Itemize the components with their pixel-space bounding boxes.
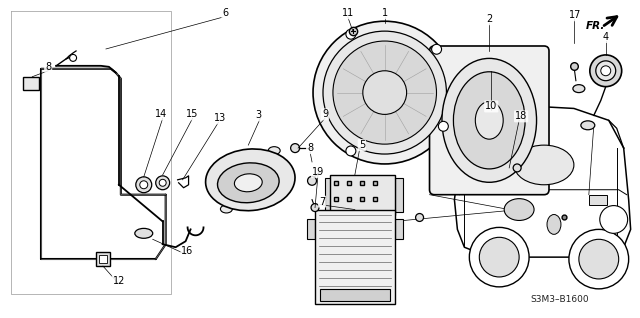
Circle shape: [513, 164, 521, 172]
Text: 12: 12: [113, 276, 125, 286]
Text: 9: 9: [322, 109, 328, 119]
Circle shape: [70, 54, 77, 61]
Ellipse shape: [581, 121, 595, 130]
Circle shape: [590, 55, 621, 86]
Ellipse shape: [573, 85, 585, 93]
Text: 2: 2: [486, 14, 492, 24]
Circle shape: [469, 227, 529, 287]
Bar: [395, 178, 403, 211]
Circle shape: [431, 44, 442, 54]
Circle shape: [569, 229, 628, 289]
Bar: [315, 210, 395, 304]
Circle shape: [136, 177, 152, 193]
Circle shape: [415, 213, 424, 221]
Circle shape: [596, 61, 616, 81]
Text: 18: 18: [515, 111, 527, 121]
Ellipse shape: [268, 147, 280, 155]
Text: 14: 14: [155, 109, 167, 119]
Bar: [99, 255, 107, 263]
Circle shape: [140, 181, 148, 189]
Text: 1: 1: [381, 8, 388, 18]
Circle shape: [600, 206, 628, 233]
Circle shape: [308, 176, 317, 185]
Text: 15: 15: [186, 109, 199, 119]
Bar: [320, 289, 390, 301]
Circle shape: [363, 71, 406, 114]
Circle shape: [311, 204, 319, 211]
Text: 13: 13: [214, 113, 227, 123]
Ellipse shape: [514, 145, 574, 185]
Circle shape: [579, 239, 619, 279]
Circle shape: [601, 66, 611, 76]
Text: FR.: FR.: [586, 21, 605, 31]
Circle shape: [291, 144, 300, 153]
Text: 8: 8: [307, 143, 313, 153]
Bar: [23, 77, 39, 90]
Text: 6: 6: [222, 8, 228, 18]
Ellipse shape: [218, 163, 279, 203]
Ellipse shape: [547, 215, 561, 234]
Text: 7: 7: [319, 197, 325, 207]
Circle shape: [323, 31, 447, 154]
Circle shape: [346, 29, 356, 39]
Ellipse shape: [476, 101, 503, 139]
Ellipse shape: [504, 199, 534, 220]
Circle shape: [313, 21, 456, 164]
Circle shape: [438, 121, 449, 131]
Bar: [395, 219, 403, 239]
Bar: [330, 175, 395, 215]
Ellipse shape: [220, 205, 232, 213]
Bar: [307, 219, 315, 239]
Text: 8: 8: [45, 62, 51, 72]
Bar: [96, 252, 110, 266]
Text: 3: 3: [255, 110, 261, 121]
Text: 10: 10: [485, 101, 497, 112]
Ellipse shape: [205, 149, 295, 211]
Circle shape: [346, 146, 356, 156]
Text: 17: 17: [569, 10, 581, 20]
FancyBboxPatch shape: [429, 46, 549, 195]
Bar: [325, 178, 333, 211]
Ellipse shape: [442, 59, 536, 182]
Ellipse shape: [234, 174, 262, 192]
Text: 5: 5: [358, 140, 365, 150]
Circle shape: [479, 237, 519, 277]
Text: 16: 16: [182, 246, 194, 256]
Circle shape: [333, 41, 436, 144]
Bar: [589, 195, 607, 204]
Text: 4: 4: [603, 32, 609, 42]
Circle shape: [159, 179, 166, 186]
Text: 19: 19: [312, 167, 324, 177]
Ellipse shape: [453, 72, 525, 169]
Text: S3M3–B1600: S3M3–B1600: [530, 295, 589, 304]
Ellipse shape: [135, 228, 153, 238]
Circle shape: [156, 176, 170, 190]
Text: 11: 11: [342, 8, 354, 18]
